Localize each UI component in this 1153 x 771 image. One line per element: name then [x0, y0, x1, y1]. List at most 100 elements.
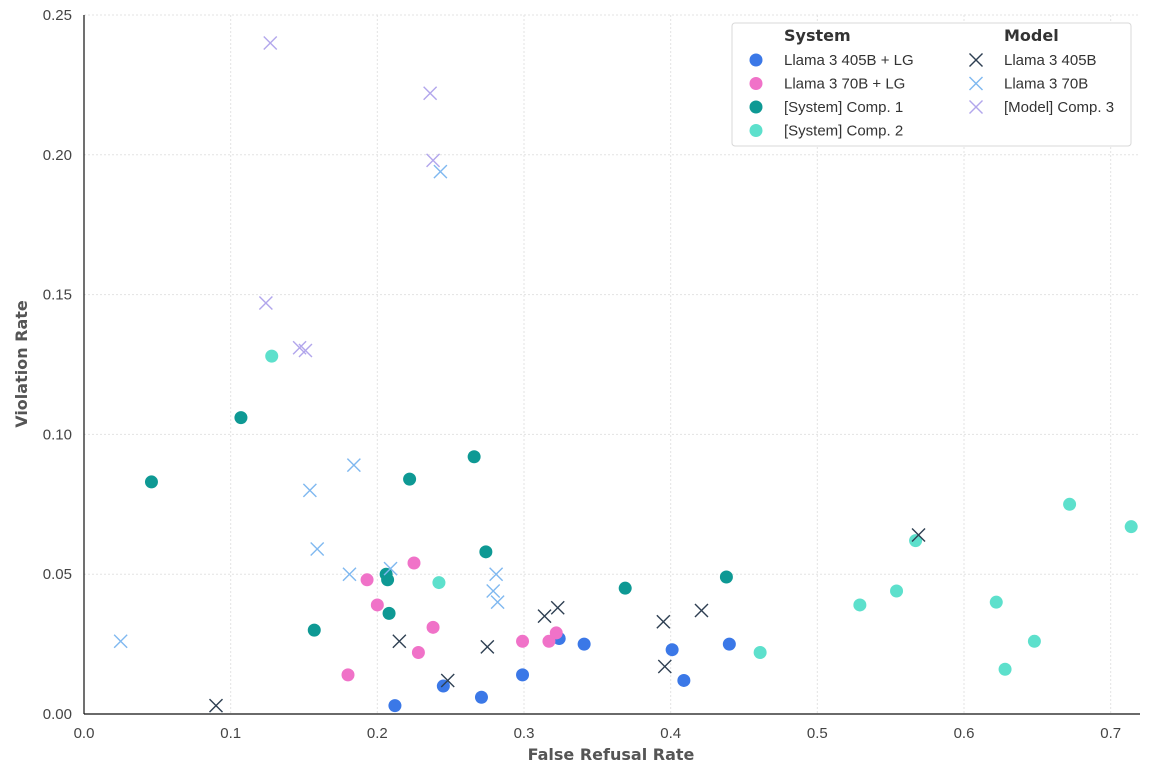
legend-marker	[969, 53, 983, 67]
marker-stroke	[440, 673, 455, 688]
marker-stroke	[383, 561, 398, 576]
data-point	[426, 153, 441, 168]
legend-marker	[749, 100, 763, 114]
data-point	[392, 634, 407, 649]
tick-labels: 0.0 0.1 0.2 0.3 0.4 0.5 0.6 0.7 0.00 0.05 0.10 0.15…	[43, 7, 1121, 742]
data-point	[911, 528, 926, 543]
data-point	[480, 639, 495, 654]
data-point	[436, 679, 450, 693]
data-point	[265, 349, 279, 363]
series-system-comp-1	[144, 411, 733, 637]
marker-stroke	[263, 35, 278, 50]
marker-stroke	[480, 639, 495, 654]
data-point	[209, 698, 223, 713]
marker-stroke	[911, 528, 926, 543]
data-point	[467, 450, 481, 464]
data-point	[263, 35, 278, 50]
data-point	[486, 583, 501, 598]
legend-label: [System] Comp. 1	[784, 99, 903, 116]
data-point	[989, 595, 1003, 609]
data-point	[310, 542, 325, 557]
data-point	[853, 598, 867, 612]
data-point	[516, 668, 530, 682]
y-tick-label: 0.25	[43, 7, 72, 24]
y-tick-label: 0.20	[43, 147, 72, 164]
marker-stroke	[392, 634, 407, 649]
legend-label: Llama 3 405B	[1004, 52, 1097, 69]
data-point	[1063, 497, 1077, 511]
data-point	[753, 645, 767, 659]
data-point	[382, 606, 396, 620]
series-llama-3-70b-lg	[341, 556, 563, 682]
marker-stroke	[423, 86, 438, 101]
x-tick-label: 0.3	[514, 725, 535, 742]
legend-entry: [System] Comp. 1	[749, 99, 903, 116]
marker-stroke	[969, 100, 983, 114]
marker-stroke	[298, 343, 313, 358]
legend-box	[731, 22, 1132, 147]
legend-marker	[749, 124, 763, 137]
marker-stroke	[656, 614, 671, 629]
data-point	[411, 645, 425, 659]
data-point	[346, 458, 361, 473]
data-point	[665, 643, 679, 657]
marker-stroke	[537, 609, 552, 624]
data-point	[426, 620, 440, 634]
marker-stroke	[433, 164, 448, 179]
x-tick-label: 0.2	[367, 725, 388, 742]
data-point	[474, 690, 488, 704]
data-point	[618, 581, 632, 595]
y-axis-title: Violation Rate	[12, 300, 31, 428]
data-point	[549, 626, 563, 640]
data-point	[234, 411, 248, 425]
y-tick-label: 0.05	[43, 566, 72, 583]
series-llama-3-70b	[113, 164, 505, 649]
data-point	[388, 699, 402, 713]
marker-stroke	[550, 600, 565, 615]
data-point	[381, 573, 395, 587]
legend-label: [System] Comp. 2	[784, 123, 903, 140]
legend-title-model: Model	[1004, 26, 1059, 45]
legend-marker	[969, 100, 983, 114]
marker-stroke	[209, 698, 223, 713]
data-point	[370, 598, 384, 612]
marker-stroke	[426, 153, 441, 168]
data-point	[302, 483, 317, 498]
x-tick-label: 0.5	[807, 725, 828, 742]
y-tick-label: 0.00	[43, 706, 72, 723]
legend-marker	[969, 76, 983, 91]
legend: System Model Llama 3 405B + LG Llama 3 70…	[731, 22, 1132, 147]
marker-stroke	[113, 634, 128, 649]
marker-stroke	[657, 659, 672, 674]
data-point	[383, 561, 398, 576]
data-point	[1124, 520, 1138, 534]
legend-entry: Llama 3 70B + LG	[749, 76, 905, 93]
data-point	[657, 659, 672, 674]
data-point	[516, 634, 530, 648]
data-point	[1027, 634, 1041, 648]
legend-entry: Llama 3 70B	[969, 76, 1088, 93]
marker-stroke	[969, 53, 983, 67]
data-point	[550, 600, 565, 615]
data-point	[440, 673, 455, 688]
data-point	[433, 164, 448, 179]
data-point	[719, 570, 733, 584]
legend-marker	[749, 53, 763, 67]
marker-stroke	[258, 295, 273, 310]
series-llama-3-405b-lg	[388, 632, 736, 713]
legend-entry: [System] Comp. 2	[749, 123, 903, 140]
data-point	[998, 662, 1012, 676]
legend-label: [Model] Comp. 3	[1004, 99, 1114, 116]
marker-stroke	[490, 595, 505, 610]
data-point	[341, 668, 355, 682]
legend-entry: [Model] Comp. 3	[969, 99, 1114, 116]
data-point	[407, 556, 421, 570]
data-point	[298, 343, 313, 358]
x-tick-label: 0.6	[954, 725, 975, 742]
data-point	[144, 475, 158, 489]
data-points	[113, 35, 1138, 713]
data-point	[432, 576, 446, 590]
marker-stroke	[342, 567, 357, 582]
marker-stroke	[969, 76, 983, 91]
marker-stroke	[346, 458, 361, 473]
